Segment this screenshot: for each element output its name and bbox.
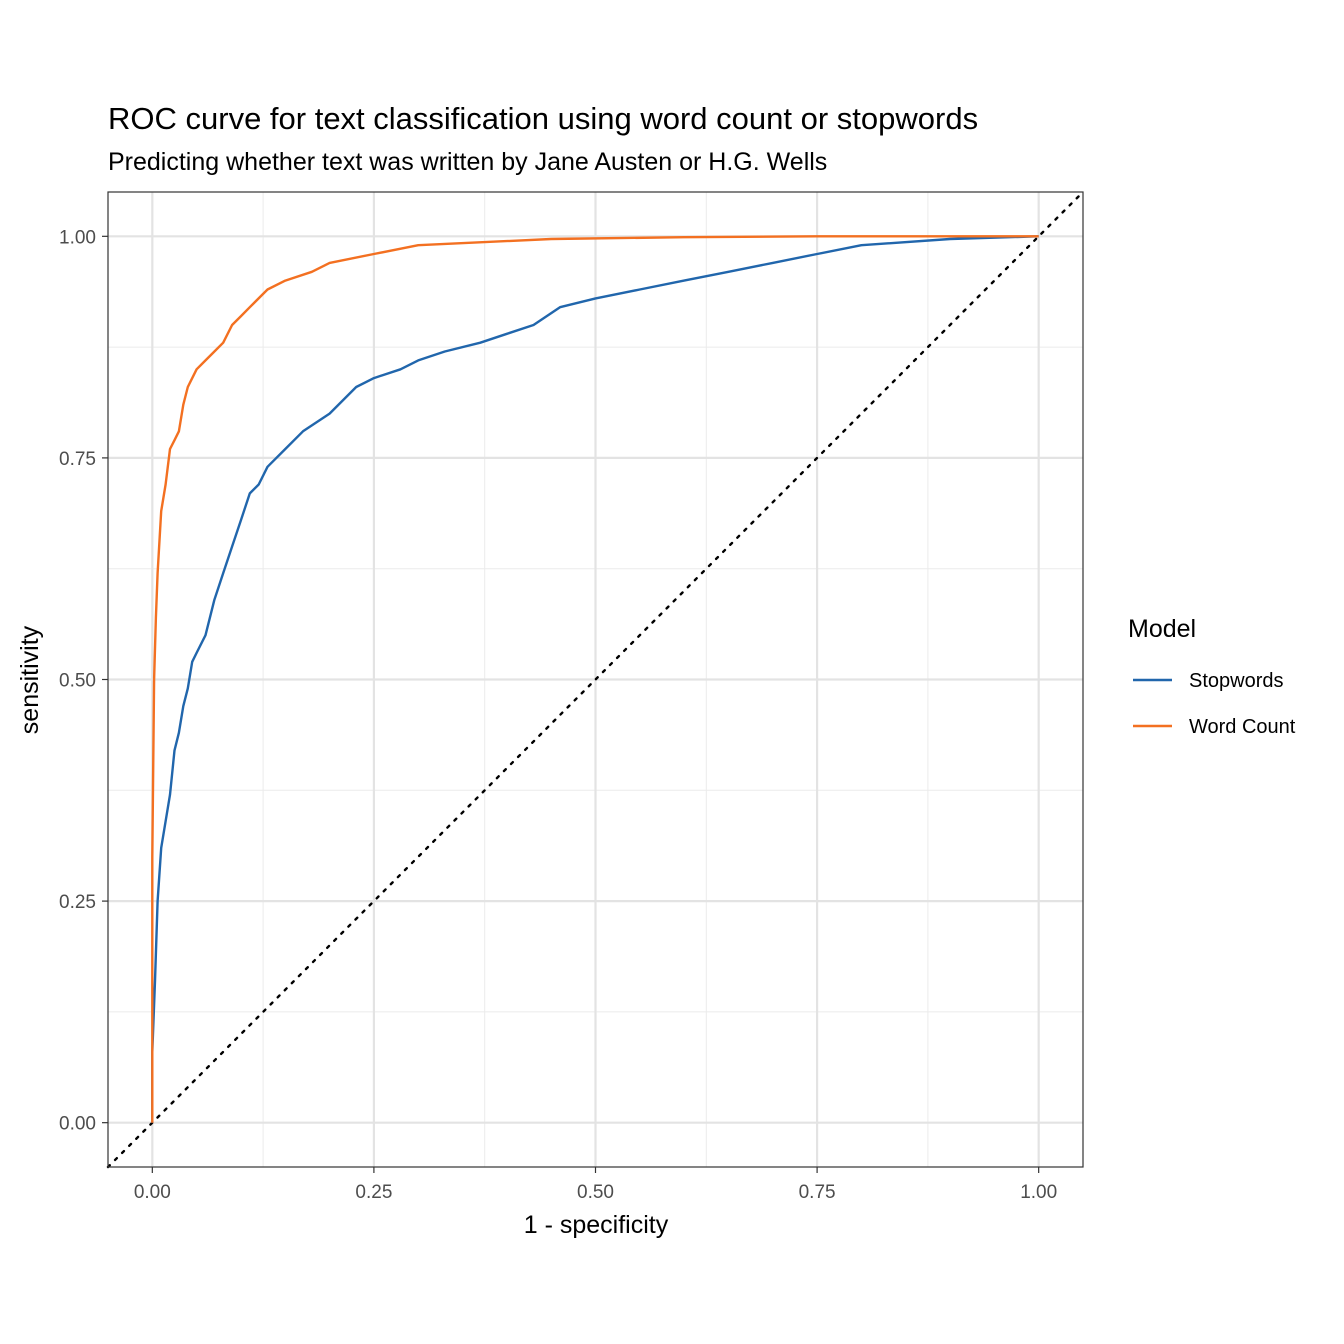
x-tick-label: 1.00 [1020, 1182, 1057, 1203]
y-tick-label: 0.50 [59, 671, 96, 692]
series-layer [151, 235, 1039, 1123]
y-axis-title: sensitivity [16, 625, 44, 734]
y-tick-label: 1.00 [59, 227, 96, 248]
y-axis: 0.00 0.25 0.50 0.75 1.00 [59, 227, 108, 1135]
legend-items: Stopwords Word Count [1133, 670, 1296, 738]
y-tick-label: 0.25 [59, 892, 96, 913]
legend-title: Model [1128, 615, 1196, 643]
x-tick-label: 0.75 [799, 1182, 836, 1203]
legend-label-word-count: Word Count [1189, 716, 1296, 738]
series-line-word-count [151, 235, 1039, 1123]
chart-title: ROC curve for text classification using … [108, 101, 978, 136]
series-line-stopwords [151, 235, 1039, 1123]
plot-panel [106, 190, 1085, 1169]
chart-subtitle: Predicting whether text was written by J… [108, 148, 827, 176]
legend: Model Stopwords Word Count [1128, 615, 1296, 738]
grid-lines [108, 192, 1083, 1167]
reference-diagonal-line [106, 190, 1085, 1169]
y-tick-label: 0.00 [59, 1114, 96, 1135]
x-tick-label: 0.00 [134, 1182, 171, 1203]
y-tick-label: 0.75 [59, 449, 96, 470]
legend-label-stopwords: Stopwords [1189, 670, 1284, 692]
x-axis-title: 1 - specificity [524, 1211, 669, 1239]
x-tick-label: 0.25 [355, 1182, 392, 1203]
x-axis: 0.00 0.25 0.50 0.75 1.00 [134, 1167, 1057, 1203]
x-tick-label: 0.50 [577, 1182, 614, 1203]
